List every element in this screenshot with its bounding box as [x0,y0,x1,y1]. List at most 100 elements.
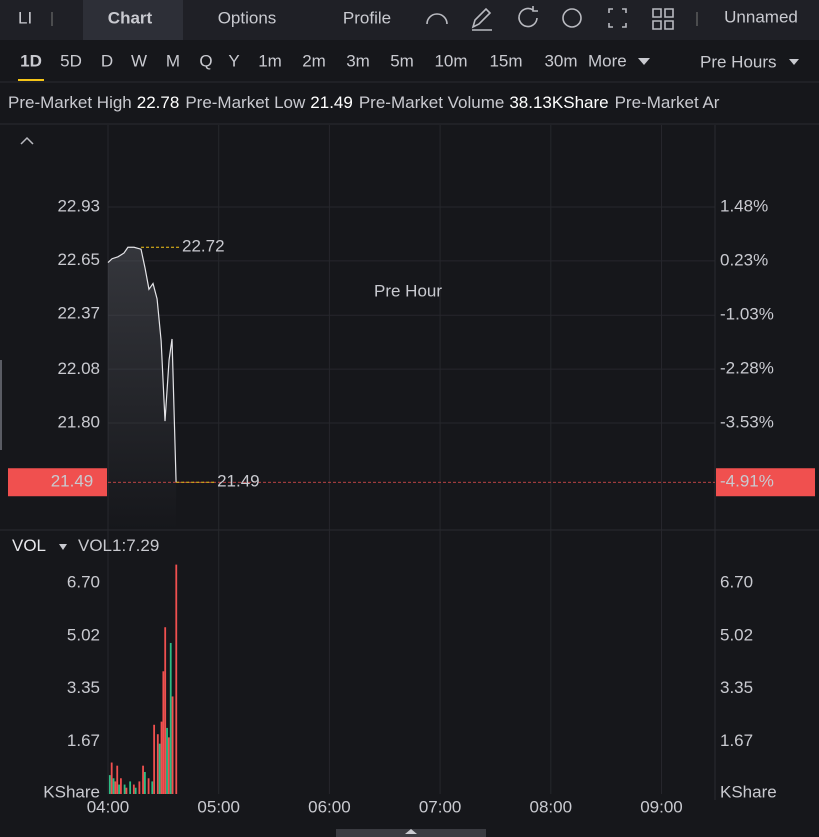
icon-gauge[interactable] [426,13,448,25]
y2-tick-label: 1.67 [720,731,753,750]
volume-bar [166,727,168,794]
y2-tick-label: 6.70 [720,573,753,592]
marker-label: 22.72 [182,237,225,256]
period[interactable]: 5D [60,51,82,70]
period[interactable]: 1m [258,51,282,70]
y2-tick-label: 0.23% [720,250,768,269]
y-tick-label: 22.65 [57,250,100,269]
period[interactable]: Q [199,51,212,70]
x-tick-label: 05:00 [197,797,240,816]
volume-bar [153,724,156,794]
icon-fullscreen[interactable] [608,8,627,28]
volume-bar [162,671,165,794]
summary-label: Pre-Market Low [185,93,306,112]
volume-bar [142,765,144,794]
session-select[interactable]: Pre Hours [700,52,777,71]
summary-value: 38.13KShare [509,93,609,112]
volume-bar [110,762,113,794]
y2-tick-label: 1.48% [720,196,768,215]
icon-layout[interactable] [652,8,674,30]
volume-bar [114,781,117,794]
symbol: LI [18,8,32,27]
period[interactable]: D [101,51,113,70]
collapse-button[interactable] [20,136,34,145]
vol-value: VOL1:7.29 [78,536,159,555]
volume-bar [112,778,115,794]
caret [59,544,67,550]
period[interactable]: 2m [302,51,326,70]
tab[interactable]: Profile [343,8,391,27]
icon-draw[interactable] [471,7,492,31]
volume-bar [171,696,174,794]
x-tick-label: 09:00 [640,797,683,816]
period[interactable]: W [131,51,147,70]
volume-bar [123,784,126,794]
y2-tick-label: 5.02 [720,626,753,645]
volume-bar [175,564,178,794]
period[interactable]: 1D [20,51,42,70]
summary-line: Pre-Market High 22.78 Pre-Market Low 21.49 P… [8,93,819,113]
volume-bar [164,627,167,794]
summary-value: 22.78 [136,93,180,112]
y-tick-label: 6.70 [67,573,100,592]
tab[interactable]: Options [218,8,277,27]
x-tick-label: 06:00 [308,797,351,816]
vol-legend: VOL [12,536,46,555]
volume-bar [132,784,135,794]
caret [638,58,650,65]
x-tick-label: 08:00 [530,797,573,816]
volume-bar [108,775,111,794]
volume-bar [134,787,137,794]
period[interactable]: 10m [434,51,467,70]
scroll-arrow [405,829,417,834]
tab[interactable]: Chart [108,8,153,27]
y-tick-label: 1.67 [67,731,100,750]
volume-bar [118,784,120,794]
y2-tick-label: -3.53% [720,413,774,432]
volume-bar [147,778,150,794]
period-more[interactable]: More [588,51,627,70]
y2-tick-label: -2.28% [720,359,774,378]
volume-bar [129,781,132,794]
period[interactable]: 15m [489,51,522,70]
period[interactable]: 30m [544,51,577,70]
icon-refresh[interactable] [518,6,538,28]
layout-name[interactable]: Unnamed [724,7,798,26]
y2-tick-label: -1.03% [720,305,774,324]
volume-bar [120,778,122,794]
volume-bar [169,642,172,794]
period[interactable]: Y [228,51,239,70]
volume-bar [156,734,159,794]
unit-label: KShare [720,782,777,801]
x-tick-label: 07:00 [419,797,462,816]
y-tick-label: 22.37 [57,304,100,323]
y-tick-label: 5.02 [67,626,100,645]
period[interactable]: 5m [390,51,414,70]
icon-settings[interactable] [562,8,582,28]
volume-bar [160,721,163,794]
marker-label: 21.49 [217,472,260,491]
y-tick-label: 3.35 [67,678,100,697]
y-tick-label: 22.08 [57,359,100,378]
summary-value: 21.49 [310,93,353,112]
x-tick-label: 04:00 [87,797,130,816]
caret [789,59,799,65]
volume-bar [116,765,119,794]
summary-label: Pre-Market Ar [614,93,720,112]
legend-label: VOL1: [78,536,126,555]
indicator[interactable]: VOL [12,536,46,555]
volume-bar [158,743,161,794]
legend-value: 7.29 [126,536,159,555]
period[interactable]: M [166,51,180,70]
change-badge-label: -4.91% [720,472,774,491]
y-tick-label: 22.93 [57,197,100,216]
period[interactable]: 3m [346,51,370,70]
change-badge [716,468,815,497]
volume-bar [167,737,170,794]
unit-label: KShare [43,782,100,801]
price-badge [8,468,107,497]
active-tab-bg [83,0,183,40]
summary-label: Pre-Market High [8,93,132,112]
